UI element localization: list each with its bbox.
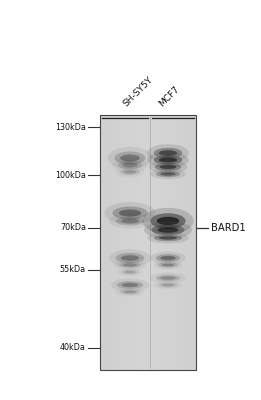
Ellipse shape xyxy=(111,278,149,292)
Text: 130kDa: 130kDa xyxy=(55,122,86,132)
Ellipse shape xyxy=(112,206,148,220)
Ellipse shape xyxy=(147,144,189,162)
Ellipse shape xyxy=(121,218,139,224)
Ellipse shape xyxy=(150,168,186,180)
Ellipse shape xyxy=(159,158,177,162)
Text: 100kDa: 100kDa xyxy=(55,170,86,180)
Ellipse shape xyxy=(108,147,152,169)
Ellipse shape xyxy=(121,255,139,261)
Ellipse shape xyxy=(109,249,151,267)
Ellipse shape xyxy=(158,262,178,268)
Ellipse shape xyxy=(120,169,140,175)
Text: BARD1: BARD1 xyxy=(211,223,246,233)
Ellipse shape xyxy=(120,290,140,294)
Ellipse shape xyxy=(124,270,136,274)
Ellipse shape xyxy=(149,160,187,174)
Ellipse shape xyxy=(160,256,176,260)
Ellipse shape xyxy=(157,227,179,233)
Ellipse shape xyxy=(109,213,151,229)
Ellipse shape xyxy=(122,162,138,168)
Ellipse shape xyxy=(118,160,142,170)
Ellipse shape xyxy=(156,254,180,262)
Ellipse shape xyxy=(121,270,139,274)
Ellipse shape xyxy=(123,263,137,267)
Ellipse shape xyxy=(143,208,194,234)
Ellipse shape xyxy=(104,202,156,224)
Ellipse shape xyxy=(147,152,189,168)
Text: 55kDa: 55kDa xyxy=(60,266,86,274)
Ellipse shape xyxy=(144,221,192,239)
Ellipse shape xyxy=(147,232,189,244)
Ellipse shape xyxy=(116,216,144,226)
Ellipse shape xyxy=(154,261,182,270)
Ellipse shape xyxy=(150,272,186,284)
Text: SH-SY5Y: SH-SY5Y xyxy=(122,75,155,108)
Ellipse shape xyxy=(156,171,180,177)
Ellipse shape xyxy=(154,156,182,164)
Ellipse shape xyxy=(124,290,136,294)
Ellipse shape xyxy=(116,166,144,178)
Ellipse shape xyxy=(116,253,144,263)
Ellipse shape xyxy=(154,148,182,158)
Ellipse shape xyxy=(119,262,141,268)
Ellipse shape xyxy=(150,213,186,229)
Ellipse shape xyxy=(159,150,177,156)
Ellipse shape xyxy=(154,281,182,290)
Ellipse shape xyxy=(162,264,174,266)
Text: MCF7: MCF7 xyxy=(158,84,182,108)
Ellipse shape xyxy=(159,165,176,169)
Ellipse shape xyxy=(157,217,179,225)
Ellipse shape xyxy=(155,163,181,171)
Text: 40kDa: 40kDa xyxy=(60,344,86,352)
Ellipse shape xyxy=(162,284,174,286)
Ellipse shape xyxy=(151,225,185,235)
Ellipse shape xyxy=(116,288,144,296)
Ellipse shape xyxy=(160,172,176,176)
Text: 70kDa: 70kDa xyxy=(60,224,86,232)
Ellipse shape xyxy=(158,282,178,288)
Bar xyxy=(100,115,196,370)
Ellipse shape xyxy=(119,210,141,216)
Ellipse shape xyxy=(154,235,182,241)
Ellipse shape xyxy=(156,275,180,281)
Ellipse shape xyxy=(159,236,177,240)
Ellipse shape xyxy=(120,154,140,162)
Ellipse shape xyxy=(112,157,148,173)
Ellipse shape xyxy=(124,170,136,174)
Ellipse shape xyxy=(150,251,186,265)
Ellipse shape xyxy=(115,152,145,164)
Ellipse shape xyxy=(114,260,146,270)
Ellipse shape xyxy=(117,281,143,289)
Ellipse shape xyxy=(122,283,138,287)
Ellipse shape xyxy=(160,276,176,280)
